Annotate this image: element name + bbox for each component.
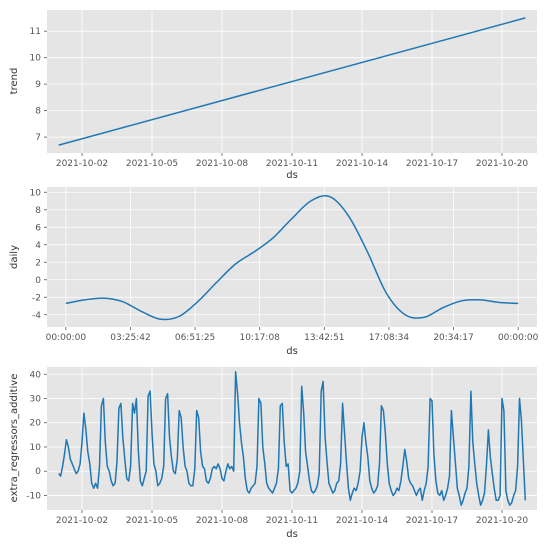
regressors-series (58, 371, 527, 506)
x-tick-label: 10:17:08 (239, 333, 280, 343)
x-tick-label: 2021-10-17 (406, 516, 458, 526)
daily-panel: 00:00:00 03:25:42 06:51:25 10:17:08 13:42:51… (9, 187, 539, 357)
x-tick-label: 2021-10-14 (336, 516, 389, 526)
y-tick-label: 20 (30, 419, 42, 429)
x-tick-label: 2021-10-20 (476, 516, 529, 526)
y-tick-label: 11 (30, 27, 41, 37)
trend-y-axis-label: trend (9, 68, 20, 95)
x-tick-label: 17:08:34 (369, 333, 410, 343)
daily-y-axis-label: daily (9, 245, 20, 269)
x-tick-label: 03:25:42 (110, 333, 150, 343)
daily-x-tick-labels: 00:00:00 03:25:42 06:51:25 10:17:08 13:42:51… (46, 333, 539, 343)
trend-series (58, 17, 526, 146)
y-tick-label: 30 (30, 395, 42, 405)
y-tick-label: 9 (35, 80, 41, 90)
y-tick-label: 10 (30, 54, 42, 64)
x-tick-label: 2021-10-20 (476, 159, 529, 169)
x-tick-label: 2021-10-11 (266, 159, 318, 169)
regressors-gridlines (44, 367, 537, 513)
y-tick-label: 0 (35, 467, 41, 477)
y-tick-label: 10 (30, 443, 42, 453)
regressors-panel: 2021-10-02 2021-10-05 2021-10-08 2021-10-11… (9, 367, 537, 540)
trend-x-axis-label: ds (286, 170, 298, 181)
daily-y-tick-labels: -4 -2 0 2 4 6 8 10 (30, 188, 42, 321)
x-tick-label: 2021-10-05 (126, 516, 178, 526)
y-tick-label: 40 (30, 370, 42, 380)
x-tick-label: 2021-10-02 (56, 159, 108, 169)
trend-x-tick-labels: 2021-10-02 2021-10-05 2021-10-08 2021-10-11… (56, 159, 529, 169)
x-tick-label: 2021-10-17 (406, 159, 458, 169)
series-line (65, 194, 519, 321)
y-tick-label: -4 (32, 311, 41, 321)
trend-gridlines (44, 10, 537, 156)
x-tick-label: 06:51:25 (175, 333, 215, 343)
series-line (58, 17, 526, 146)
x-tick-label: 2021-10-08 (196, 159, 249, 169)
y-tick-label: 4 (35, 241, 41, 251)
y-tick-label: -10 (26, 491, 41, 501)
daily-series (65, 194, 519, 321)
y-tick-label: 10 (30, 188, 42, 198)
y-tick-label: 2 (35, 258, 41, 268)
x-tick-label: 00:00:00 (46, 333, 87, 343)
y-tick-label: 6 (35, 223, 41, 233)
y-tick-label: 7 (35, 133, 41, 143)
trend-y-tick-labels: 7 8 9 10 11 (30, 27, 42, 143)
y-tick-label: 8 (35, 206, 41, 216)
x-tick-label: 2021-10-14 (336, 159, 389, 169)
y-tick-label: -2 (32, 293, 41, 303)
regressors-x-axis-label: ds (286, 529, 298, 540)
regressors-y-axis-label: extra_regressors_additive (9, 374, 20, 503)
y-tick-label: 0 (35, 276, 41, 286)
x-tick-label: 2021-10-02 (56, 516, 108, 526)
regressors-y-tick-labels: -10 0 10 20 30 40 (26, 370, 41, 501)
x-tick-label: 2021-10-11 (266, 516, 318, 526)
daily-plot-area (47, 187, 537, 327)
daily-x-axis-label: ds (286, 346, 298, 357)
x-tick-label: 13:42:51 (304, 333, 344, 343)
series-line (58, 371, 527, 506)
x-tick-label: 2021-10-05 (126, 159, 178, 169)
regressors-x-tick-labels: 2021-10-02 2021-10-05 2021-10-08 2021-10-11… (56, 516, 529, 526)
y-tick-label: 8 (35, 107, 41, 117)
x-tick-label: 00:00:00 (498, 333, 539, 343)
x-tick-label: 20:34:17 (433, 333, 473, 343)
x-tick-label: 2021-10-08 (196, 516, 249, 526)
trend-panel: 2021-10-02 2021-10-05 2021-10-08 2021-10-11… (9, 10, 537, 181)
